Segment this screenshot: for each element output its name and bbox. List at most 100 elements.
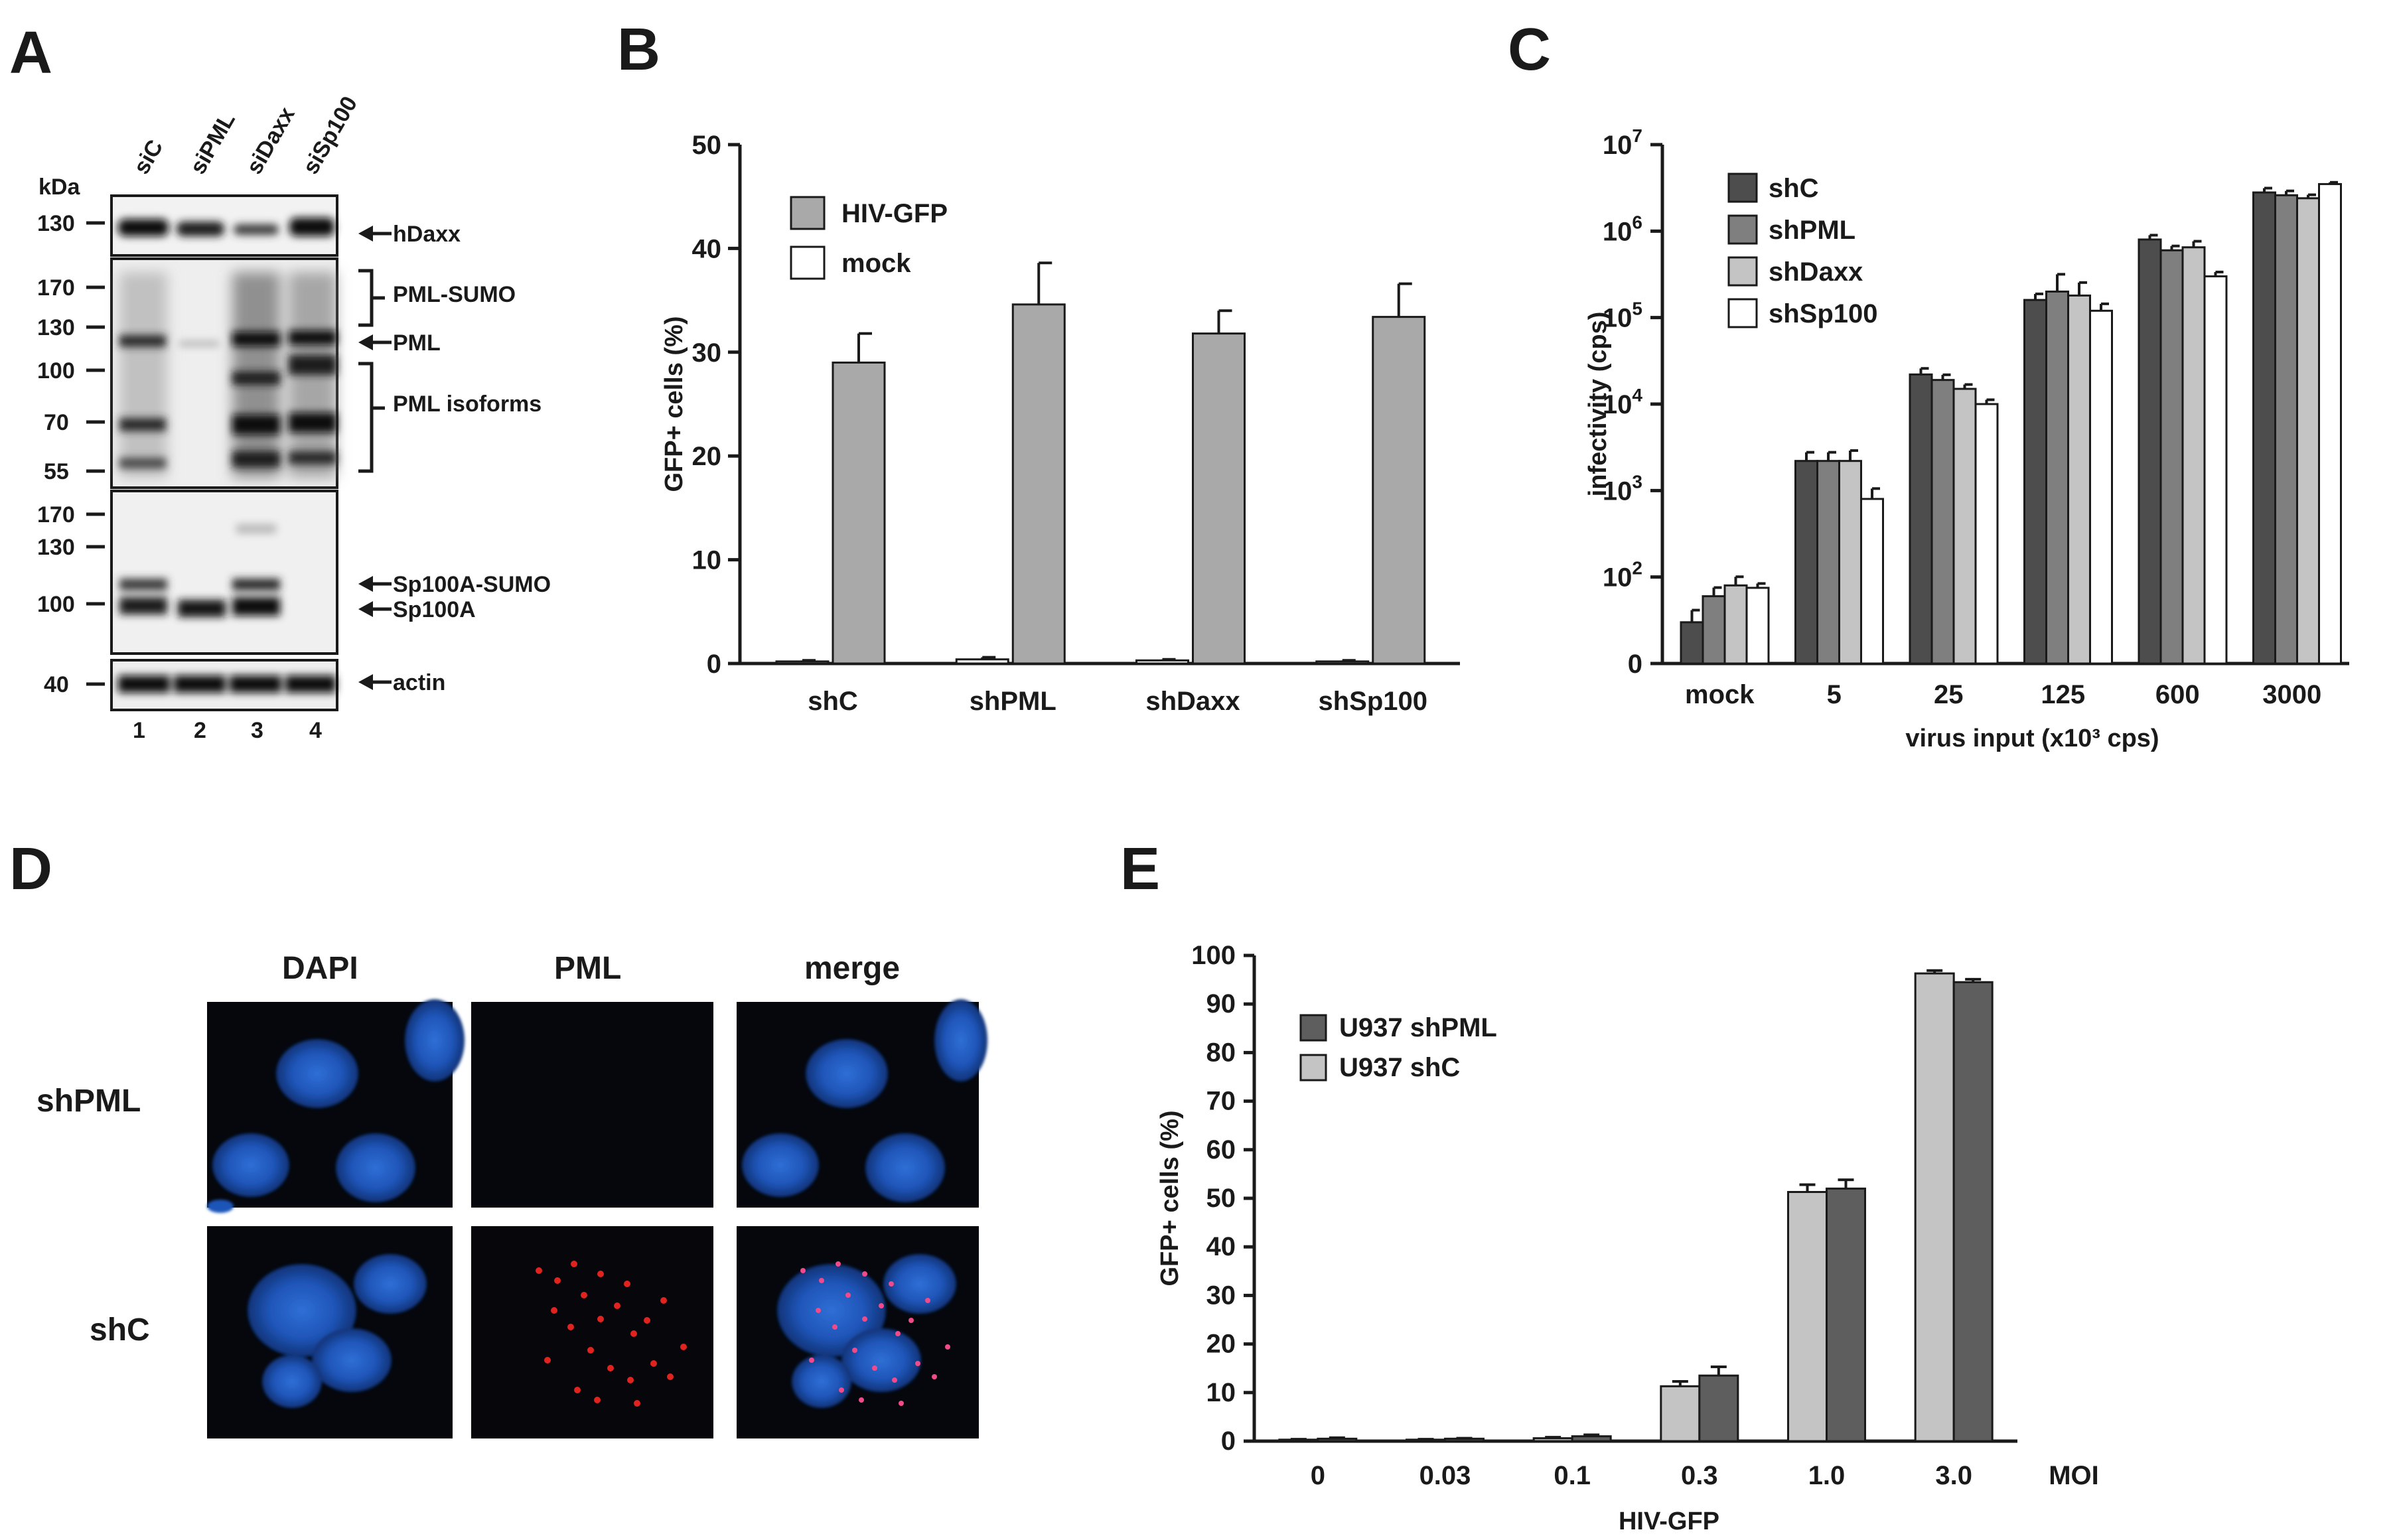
mw-marker: 100 bbox=[37, 358, 75, 384]
pml-speckle bbox=[607, 1365, 614, 1371]
sp100-bands bbox=[119, 524, 280, 617]
bar bbox=[1914, 972, 1955, 1442]
pml-speckle bbox=[571, 1261, 577, 1267]
legend-swatch bbox=[790, 245, 826, 280]
mw-marker: 55 bbox=[44, 459, 69, 484]
y-axis-label: infectivity (cps) bbox=[1584, 312, 1612, 497]
lane-number: 2 bbox=[194, 718, 206, 743]
x-tick-label: shPML bbox=[970, 687, 1056, 716]
y-tick-label: 50 bbox=[692, 131, 722, 160]
bar bbox=[1372, 316, 1426, 665]
panel-letter-d: D bbox=[9, 836, 52, 902]
arrow-icon bbox=[358, 601, 392, 617]
legend-label: U937 shPML bbox=[1339, 1013, 1497, 1042]
lane-label: siPML bbox=[185, 108, 240, 178]
band-label: Sp100A-SUMO bbox=[393, 572, 551, 597]
lane-label: siDaxx bbox=[242, 103, 300, 178]
pml-speckle bbox=[581, 1292, 587, 1298]
pml-speckle bbox=[554, 1277, 561, 1284]
pml-speckle bbox=[597, 1316, 604, 1322]
bar bbox=[1745, 587, 1770, 665]
pml-speckle bbox=[630, 1330, 637, 1337]
x-tick-label: 5 bbox=[1827, 680, 1842, 709]
x-axis-unit: MOI bbox=[2049, 1461, 2099, 1490]
actin-bands bbox=[118, 675, 336, 693]
x-tick-label: mock bbox=[1685, 680, 1755, 709]
column-label: PML bbox=[554, 951, 621, 986]
bar bbox=[2274, 194, 2298, 665]
pml-speckle bbox=[862, 1271, 867, 1277]
y-tick-label: 30 bbox=[1206, 1281, 1236, 1310]
bracket-pml-sumo bbox=[358, 269, 374, 327]
image-merge-shpml bbox=[737, 999, 987, 1208]
x-tick-label: 3000 bbox=[2262, 680, 2321, 709]
y-tick-label: 80 bbox=[1206, 1038, 1236, 1067]
column-label: DAPI bbox=[282, 951, 358, 986]
bar bbox=[1838, 460, 1862, 665]
pml-speckle bbox=[908, 1318, 914, 1323]
legend-swatch bbox=[1727, 298, 1758, 328]
x-tick-label: 0.3 bbox=[1681, 1461, 1718, 1490]
mw-marker: 170 bbox=[37, 275, 75, 301]
bar bbox=[2159, 249, 2184, 665]
bar bbox=[1660, 1385, 1701, 1442]
bar bbox=[2252, 191, 2276, 665]
x-tick-label: shDaxx bbox=[1145, 687, 1240, 716]
pml-speckle bbox=[925, 1298, 930, 1303]
bar bbox=[1571, 1435, 1612, 1442]
band-label: PML isoforms bbox=[393, 391, 542, 417]
bracket-pml-isoforms bbox=[358, 362, 374, 473]
band-label: actin bbox=[393, 670, 445, 695]
y-axis-label: GFP+ cells (%) bbox=[660, 316, 688, 492]
pml-speckle bbox=[945, 1344, 950, 1350]
pml-speckle bbox=[879, 1303, 884, 1308]
y-tick-label: 70 bbox=[1206, 1087, 1236, 1116]
y-tick-label: 20 bbox=[1206, 1330, 1236, 1359]
pml-bands bbox=[119, 330, 336, 468]
y-tick-label: 60 bbox=[1206, 1135, 1236, 1164]
pml-speckle bbox=[650, 1360, 657, 1367]
bar bbox=[2318, 182, 2342, 665]
pml-speckle bbox=[845, 1293, 851, 1298]
y-tick-label: 30 bbox=[692, 338, 722, 368]
mw-marker: 130 bbox=[37, 211, 75, 236]
bar bbox=[2045, 290, 2069, 665]
legend-swatch bbox=[1299, 1054, 1327, 1082]
pml-speckle bbox=[819, 1278, 824, 1283]
bar bbox=[2067, 294, 2091, 665]
y-tick-label: 100 bbox=[1191, 941, 1236, 970]
image-pml-shpml bbox=[471, 1002, 713, 1208]
y-tick-label: 102 bbox=[1603, 558, 1642, 593]
pml-speckle bbox=[800, 1268, 806, 1273]
lane-number: 3 bbox=[251, 718, 263, 743]
pml-speckle bbox=[932, 1374, 937, 1379]
legend-swatch bbox=[1727, 214, 1758, 245]
y-tick-label: 10 bbox=[692, 546, 722, 575]
panel-e-bar-chart: 0 10 20 30 40 50 60 70 80 90 100 GFP+ cells (%) HIV-… bbox=[1156, 941, 2099, 1535]
x-tick-label: 0.1 bbox=[1554, 1461, 1591, 1490]
bar bbox=[2138, 238, 2162, 665]
x-tick-label: shSp100 bbox=[1318, 687, 1427, 716]
y-tick-label: 90 bbox=[1206, 989, 1236, 1018]
y-tick-label: 0 bbox=[707, 650, 721, 679]
pml-speckle bbox=[872, 1365, 877, 1371]
mw-marker: 70 bbox=[44, 410, 69, 435]
bar bbox=[2089, 309, 2113, 665]
bar bbox=[2296, 197, 2320, 665]
arrow-icon bbox=[358, 674, 392, 690]
bar bbox=[1011, 303, 1066, 665]
y-tick-label: 105 bbox=[1603, 299, 1642, 333]
pml-speckle bbox=[634, 1400, 640, 1407]
bar bbox=[1702, 595, 1726, 665]
panel-d-microscopy: DAPI PML merge shPML shC bbox=[36, 951, 987, 1438]
legend-label: shPML bbox=[1769, 216, 1855, 245]
y-tick-label: 20 bbox=[692, 442, 722, 471]
x-tick-label: 0.03 bbox=[1419, 1461, 1471, 1490]
y-tick-label: 10 bbox=[1206, 1378, 1236, 1407]
pml-speckle bbox=[832, 1324, 837, 1330]
bar bbox=[1532, 1437, 1573, 1442]
y-tick-label: 107 bbox=[1603, 125, 1642, 160]
bar bbox=[1698, 1374, 1739, 1442]
lane-label: siSp100 bbox=[298, 92, 362, 178]
y-tick-label: 50 bbox=[1206, 1184, 1236, 1213]
